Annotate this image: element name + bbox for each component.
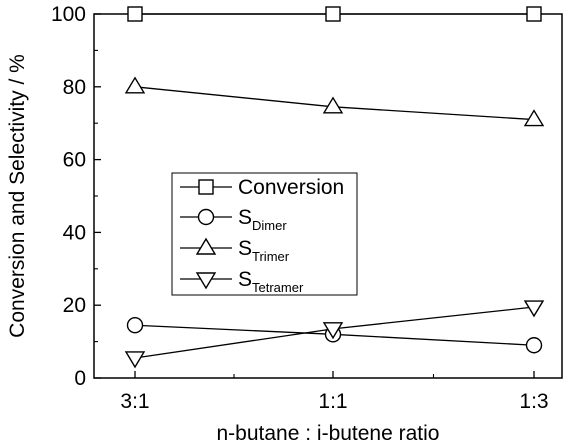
data-point [124,76,146,94]
legend-item: Conversion [180,176,344,199]
data-point [523,300,545,318]
series-layer [124,6,545,369]
data-point [322,322,344,340]
y-tick-label: 20 [63,294,86,317]
data-point [322,96,344,114]
y-tick-label: 40 [63,221,86,244]
series-stetramer [124,300,545,369]
legend-label-subscript: Dimer [252,218,287,233]
series-strimer [124,76,545,127]
data-point [523,109,545,127]
y-tick-label: 60 [63,149,86,172]
data-point [127,6,143,22]
axes: 0 20 40 60 80 100 3:1 1:1 1:3 [51,3,549,413]
legend-marker [195,237,217,255]
y-tick-label: 80 [63,76,86,99]
data-point [126,317,144,334]
x-tick-label: 3:1 [120,390,149,413]
y-axis-label: Conversion and Selectivity / % [6,54,29,338]
series-conversion [127,6,542,22]
legend-marker [195,272,217,290]
legend-marker [198,179,214,195]
y-tick-label: 100 [51,3,86,26]
x-tick-label: 1:3 [519,390,548,413]
x-axis-label: n-butane : i-butene ratio [217,422,440,445]
legend-label-subscript: Tetramer [252,280,304,295]
legend-label: Conversion [238,176,344,199]
data-point [525,337,543,354]
y-tick-label: 0 [74,367,86,390]
data-point [124,351,146,369]
legend-label-subscript: Trimer [252,249,290,264]
x-tick-label: 1:1 [318,390,347,413]
legend-marker [197,208,215,226]
data-point [325,6,341,22]
data-point [526,6,542,22]
